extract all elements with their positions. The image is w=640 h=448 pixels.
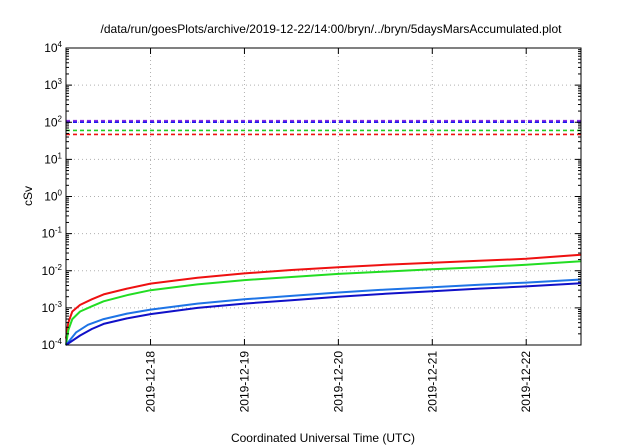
y-tick-label: 10-3 xyxy=(42,300,63,315)
y-tick-label: 10-1 xyxy=(42,226,63,241)
y-tick-label: 10-2 xyxy=(42,263,63,278)
x-tick-label: 2019-12-19 xyxy=(237,351,251,413)
x-tick-label: 2019-12-18 xyxy=(144,351,158,413)
y-tick-label: 104 xyxy=(44,40,62,55)
x-tick-label: 2019-12-22 xyxy=(519,351,533,413)
y-tick-label: 102 xyxy=(44,114,62,129)
y-tick-label: 103 xyxy=(44,77,62,92)
y-axis-label: cSv xyxy=(21,186,35,206)
series-group xyxy=(65,253,582,346)
series-line xyxy=(65,278,582,346)
x-tick-label: 2019-12-21 xyxy=(425,351,439,413)
reference-lines xyxy=(66,119,581,136)
y-tick-label: 10-4 xyxy=(42,337,63,352)
series-line xyxy=(65,282,582,346)
series-line xyxy=(65,253,582,339)
x-tick-label: 2019-12-20 xyxy=(331,351,345,413)
x-axis: 2019-12-18 2019-12-19 2019-12-20 2019-12-21… xyxy=(144,48,533,413)
series-line xyxy=(65,260,582,346)
plot-frame xyxy=(65,47,582,346)
y-tick-label: 101 xyxy=(44,151,62,166)
x-axis-label: Coordinated Universal Time (UTC) xyxy=(231,431,415,445)
y-axis: 10-4 10-3 10-2 10-1 100 101 102 103 104 xyxy=(42,40,581,352)
grid xyxy=(66,48,581,345)
y-tick-label: 100 xyxy=(44,189,62,204)
chart-title: /data/run/goesPlots/archive/2019-12-22/1… xyxy=(101,22,563,36)
